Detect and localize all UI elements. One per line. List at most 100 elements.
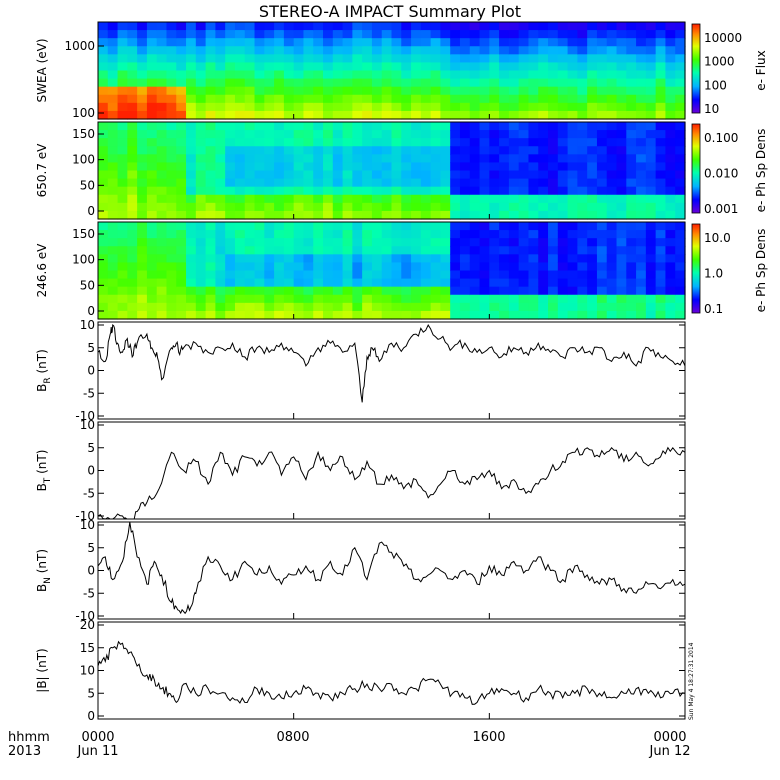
heatmap-cell	[146, 202, 158, 212]
heatmap-cell	[450, 170, 461, 180]
heatmap-cell	[450, 230, 461, 239]
heatmap-cell	[557, 138, 569, 147]
heatmap-cell	[127, 178, 138, 188]
heatmap-cell	[283, 22, 295, 31]
heatmap-cell	[98, 70, 109, 80]
heatmap-cell	[254, 162, 265, 172]
heatmap-cell	[156, 46, 168, 55]
heatmap-cell	[430, 286, 442, 296]
heatmap-cell	[362, 178, 373, 188]
heatmap-cell	[313, 94, 324, 104]
heatmap-cell	[107, 22, 119, 31]
heatmap-cell	[156, 22, 168, 31]
heatmap-cell	[166, 38, 177, 47]
heatmap-cell	[195, 130, 207, 139]
heatmap-cell	[518, 54, 530, 64]
heatmap-cell	[518, 210, 530, 220]
heatmap-cell	[332, 154, 344, 164]
heatmap-cell	[313, 310, 324, 320]
heatmap-cell	[244, 30, 256, 39]
heatmap-cell	[459, 270, 471, 280]
heatmap-cell	[332, 254, 344, 264]
heatmap-cell	[626, 110, 637, 120]
heatmap-cell	[264, 238, 275, 247]
heatmap-cell	[156, 222, 168, 231]
heatmap-cell	[98, 170, 109, 180]
heatmap-cell	[313, 70, 324, 80]
heatmap-cell	[538, 22, 549, 31]
heatmap-cell	[626, 78, 637, 88]
heatmap-cell	[577, 54, 588, 64]
heatmap-cell	[264, 246, 275, 255]
heatmap-cell	[596, 146, 608, 155]
heatmap-cell	[362, 138, 373, 147]
heatmap-cell	[391, 222, 402, 231]
heatmap-cell	[518, 78, 530, 88]
heatmap-cell	[176, 110, 187, 120]
heatmap-cell	[538, 38, 549, 47]
heatmap-cell	[675, 238, 686, 247]
heatmap-cell	[645, 94, 657, 104]
heatmap-cell	[244, 46, 256, 55]
heatmap-cell	[528, 130, 539, 139]
heatmap-cell	[283, 302, 295, 312]
heatmap-cell	[107, 222, 119, 231]
heatmap-cell	[538, 186, 549, 196]
y-axis-label: 650.7 eV	[35, 143, 49, 198]
heatmap-cell	[127, 230, 138, 239]
heatmap-cell	[303, 78, 314, 88]
heatmap-cell	[548, 170, 559, 180]
heatmap-cell	[518, 238, 530, 247]
heatmap-cell	[528, 302, 539, 312]
heatmap-cell	[655, 102, 667, 112]
heatmap-cell	[636, 278, 647, 288]
heatmap-cell	[332, 54, 344, 64]
heatmap-cell	[117, 146, 128, 155]
heatmap-cell	[342, 62, 353, 72]
heatmap-cell	[293, 22, 305, 31]
heatmap-cell	[254, 254, 265, 264]
x-tick-label-3: 0000	[653, 730, 686, 745]
heatmap-cell	[557, 222, 569, 231]
heatmap-cell	[352, 170, 363, 180]
heatmap-cell	[381, 30, 393, 39]
heatmap-cell	[440, 194, 451, 204]
heatmap-cell	[528, 246, 539, 255]
heatmap-cell	[137, 286, 148, 296]
heatmap-cell	[469, 162, 481, 172]
heatmap-cell	[146, 302, 158, 312]
heatmap-cell	[127, 154, 138, 164]
heatmap-cell	[557, 54, 569, 64]
heatmap-cell	[430, 294, 442, 304]
heatmap-cell	[626, 310, 637, 320]
heatmap-cell	[567, 202, 578, 212]
heatmap-cell	[626, 130, 637, 139]
heatmap-cell	[254, 78, 265, 88]
heatmap-cell	[225, 194, 236, 204]
heatmap-cell	[440, 38, 451, 47]
heatmap-cell	[411, 30, 422, 39]
heatmap-cell	[606, 54, 618, 64]
heatmap-cell	[146, 246, 158, 255]
heatmap-cell	[254, 302, 265, 312]
heatmap-cell	[332, 170, 344, 180]
y-axis-label: |B| (nT)	[35, 648, 49, 692]
heatmap-cell	[616, 162, 627, 172]
heatmap-cell	[274, 54, 285, 64]
heatmap-cell	[381, 70, 393, 80]
heatmap-cell	[489, 238, 500, 247]
heatmap-cell	[538, 130, 549, 139]
heatmap-cell	[225, 210, 236, 220]
heatmap-cell	[274, 222, 285, 231]
heatmap-cell	[166, 254, 177, 264]
panel-frame	[97, 621, 686, 720]
heatmap-cell	[98, 78, 109, 88]
heatmap-cell	[117, 170, 128, 180]
heatmap-cell	[254, 30, 265, 39]
heatmap-cell	[567, 278, 578, 288]
y-tick-label: -5	[83, 486, 95, 500]
heatmap-cell	[538, 86, 549, 96]
heatmap-cell	[626, 70, 637, 80]
heatmap-cell	[205, 54, 216, 64]
heatmap-cell	[371, 194, 383, 204]
